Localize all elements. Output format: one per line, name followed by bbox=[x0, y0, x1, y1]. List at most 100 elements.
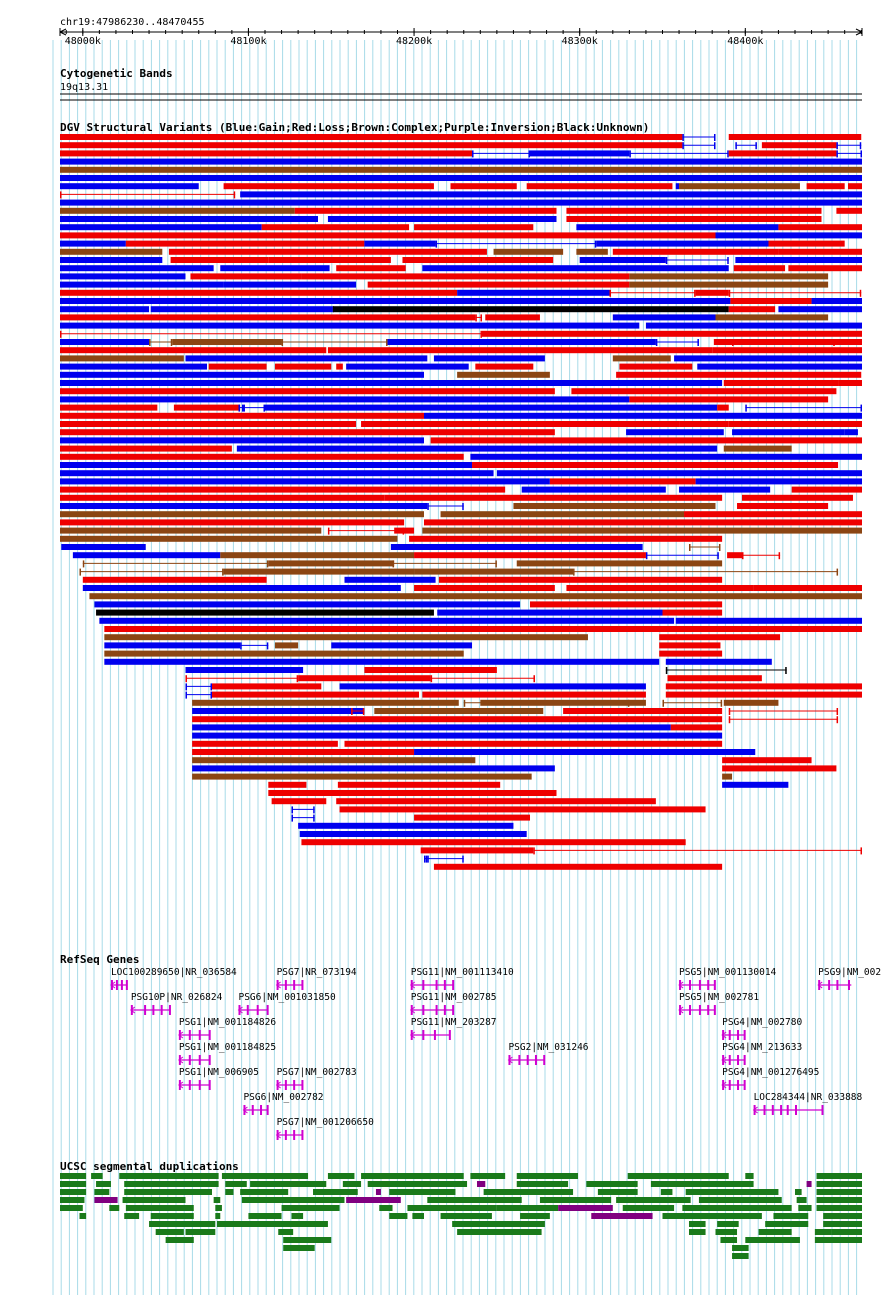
gene-exon[interactable] bbox=[422, 980, 425, 990]
segdup-feature[interactable] bbox=[520, 1213, 550, 1219]
dgv-variant-gain[interactable] bbox=[778, 306, 862, 313]
dgv-variant-gain[interactable] bbox=[60, 281, 224, 288]
segdup-feature[interactable] bbox=[185, 1229, 216, 1235]
segdup-feature[interactable] bbox=[155, 1229, 184, 1235]
dgv-variant-loss[interactable] bbox=[268, 790, 557, 796]
gene-exon[interactable] bbox=[786, 1105, 789, 1115]
dgv-variant-loss[interactable] bbox=[60, 134, 683, 140]
gene-exon[interactable] bbox=[452, 1005, 455, 1015]
segdup-feature[interactable] bbox=[109, 1205, 120, 1211]
gene-exon[interactable] bbox=[178, 1055, 181, 1065]
dgv-variant-loss[interactable] bbox=[211, 691, 420, 698]
gene-label[interactable]: PSG6|NM_001031850 bbox=[238, 992, 336, 1003]
gene-exon[interactable] bbox=[276, 1080, 279, 1090]
segdup-feature[interactable] bbox=[558, 1205, 613, 1211]
segdup-feature[interactable] bbox=[496, 1205, 559, 1211]
segdup-feature[interactable] bbox=[452, 1221, 545, 1227]
dgv-variant-loss[interactable] bbox=[60, 519, 405, 526]
dgv-variant-loss[interactable] bbox=[566, 216, 822, 222]
segdup-feature[interactable] bbox=[225, 1181, 247, 1187]
dgv-variant-loss[interactable] bbox=[60, 404, 158, 411]
segdup-feature[interactable] bbox=[215, 1205, 222, 1211]
dgv-variant-loss[interactable] bbox=[190, 273, 302, 280]
segdup-feature[interactable] bbox=[591, 1213, 653, 1219]
segdup-feature[interactable] bbox=[816, 1197, 862, 1203]
gene-exon[interactable] bbox=[208, 1030, 211, 1040]
gene-exon[interactable] bbox=[301, 1130, 304, 1140]
gene-label[interactable]: PSG5|NM_002781 bbox=[679, 992, 759, 1003]
gene-exon[interactable] bbox=[198, 1030, 201, 1040]
segdup-feature[interactable] bbox=[165, 1237, 194, 1243]
dgv-variant-loss[interactable] bbox=[662, 347, 713, 354]
segdup-feature[interactable] bbox=[794, 1189, 802, 1195]
gene-exon[interactable] bbox=[435, 980, 438, 990]
dgv-variant-gain[interactable] bbox=[60, 298, 731, 304]
dgv-variant-complex[interactable] bbox=[60, 527, 322, 534]
dgv-variant-loss[interactable] bbox=[670, 724, 723, 731]
gene-label[interactable]: PSG11|NM_001113410 bbox=[411, 967, 514, 978]
dgv-variant-gain[interactable] bbox=[339, 683, 646, 690]
gene-label[interactable]: PSG4|NM_002780 bbox=[722, 1017, 802, 1028]
dgv-variant-gain[interactable] bbox=[298, 822, 514, 829]
gene-exon[interactable] bbox=[518, 1055, 521, 1065]
gene-exon[interactable] bbox=[722, 1030, 725, 1040]
gene-label[interactable]: PSG1|NM_006905 bbox=[179, 1067, 259, 1078]
dgv-variant-gain[interactable] bbox=[60, 158, 862, 165]
dgv-variant-loss[interactable] bbox=[722, 757, 812, 764]
dgv-variant-complex[interactable] bbox=[89, 593, 863, 600]
dgv-variant-loss[interactable] bbox=[847, 183, 862, 190]
dgv-variant-loss[interactable] bbox=[728, 306, 776, 313]
dgv-variant-loss[interactable] bbox=[679, 421, 729, 427]
dgv-variant-loss[interactable] bbox=[271, 798, 327, 805]
dgv-variant-complex[interactable] bbox=[612, 355, 671, 362]
gene-label[interactable]: LOC100289650|NR_036584 bbox=[111, 967, 237, 978]
segdup-feature[interactable] bbox=[375, 1189, 381, 1195]
segdup-feature[interactable] bbox=[124, 1189, 212, 1195]
dgv-variant-loss[interactable] bbox=[485, 314, 540, 321]
dgv-variant-loss[interactable] bbox=[173, 404, 241, 411]
dgv-variant-complex[interactable] bbox=[679, 183, 800, 190]
gene-exon[interactable] bbox=[160, 1005, 163, 1015]
dgv-variant-gain[interactable] bbox=[223, 281, 357, 288]
dgv-variant-gain[interactable] bbox=[390, 544, 643, 550]
dgv-variant-loss[interactable] bbox=[402, 257, 554, 263]
dgv-variant-gain[interactable] bbox=[60, 265, 214, 272]
segdup-feature[interactable] bbox=[698, 1197, 782, 1203]
dgv-variant-gain[interactable] bbox=[596, 240, 769, 247]
segdup-feature[interactable] bbox=[60, 1181, 87, 1187]
segdup-feature[interactable] bbox=[627, 1173, 729, 1179]
segdup-feature[interactable] bbox=[732, 1253, 749, 1259]
dgv-variant-gain[interactable] bbox=[364, 240, 436, 247]
gene-label[interactable]: PSG10P|NR_026824 bbox=[131, 992, 223, 1003]
gene-exon[interactable] bbox=[448, 1030, 451, 1040]
gene-exon[interactable] bbox=[422, 1005, 425, 1015]
gene-exon[interactable] bbox=[293, 1130, 296, 1140]
gene-exon[interactable] bbox=[115, 980, 118, 990]
dgv-variant-gain[interactable] bbox=[645, 322, 862, 329]
gene-exon[interactable] bbox=[198, 1055, 201, 1065]
dgv-variant-gain[interactable] bbox=[104, 658, 660, 665]
dgv-variant-gain[interactable] bbox=[422, 265, 729, 272]
dgv-variant-loss[interactable] bbox=[60, 388, 555, 395]
dgv-variant-loss[interactable] bbox=[695, 289, 729, 296]
dgv-variant-gain[interactable] bbox=[437, 609, 663, 616]
dgv-variant-loss[interactable] bbox=[728, 421, 862, 427]
dgv-variant-loss[interactable] bbox=[301, 273, 583, 280]
dgv-variant-gain[interactable] bbox=[423, 412, 862, 419]
dgv-variant-complex[interactable] bbox=[493, 248, 564, 255]
dgv-variant-loss[interactable] bbox=[582, 273, 630, 280]
gene-exon[interactable] bbox=[246, 1005, 249, 1015]
dgv-variant-loss[interactable] bbox=[665, 683, 862, 690]
gene-exon[interactable] bbox=[410, 1030, 413, 1040]
gene-exon[interactable] bbox=[260, 1105, 263, 1115]
dgv-variant-gain[interactable] bbox=[94, 601, 521, 608]
dgv-variant-loss[interactable] bbox=[430, 437, 862, 444]
segdup-feature[interactable] bbox=[798, 1205, 812, 1211]
dgv-variant-complex[interactable] bbox=[715, 314, 829, 321]
gene-exon[interactable] bbox=[763, 1105, 766, 1115]
dgv-variant-loss[interactable] bbox=[336, 265, 406, 272]
dgv-variant-gain[interactable] bbox=[735, 257, 862, 263]
gene-label[interactable]: PSG2|NM_031246 bbox=[508, 1042, 588, 1053]
gene-exon[interactable] bbox=[110, 980, 113, 990]
dgv-variant-complex[interactable] bbox=[516, 560, 723, 567]
